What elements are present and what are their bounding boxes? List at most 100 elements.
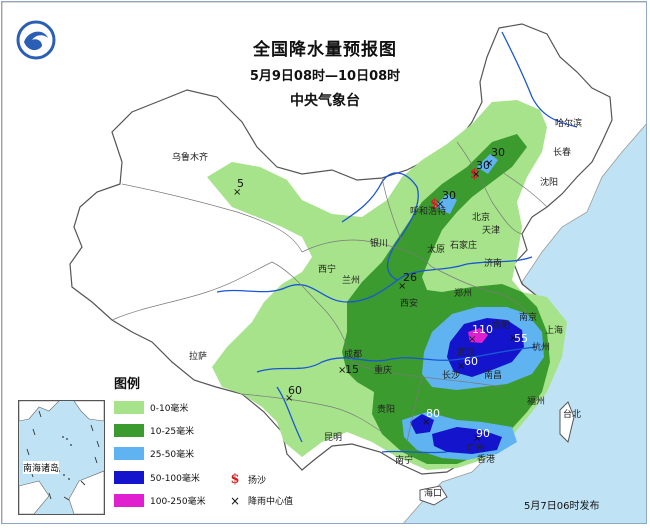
rain-center-cross-icon: × — [398, 281, 407, 292]
map-title: 全国降水量预报图 — [253, 40, 397, 60]
legend-symbol-sand: $ 扬沙 — [226, 472, 266, 487]
rain-center-value: 15 — [345, 363, 359, 376]
south-china-sea-inset: 南海诸岛 — [18, 400, 105, 515]
legend-label: 50-100毫米 — [150, 474, 200, 484]
city-label: 银川 — [370, 239, 389, 249]
taiwan-island — [559, 401, 575, 443]
rain-center-cross-icon: × — [338, 365, 347, 376]
rain-center-value: 55 — [514, 332, 528, 345]
city-label: 成都 — [344, 350, 363, 360]
rain-center-value: 60 — [288, 384, 302, 397]
city-label: 北京 — [472, 213, 491, 223]
rain-center-cross-icon: × — [233, 187, 242, 198]
rain-band-50-100-west — [410, 414, 434, 434]
city-label: 郑州 — [454, 289, 473, 299]
city-label: 海口 — [424, 489, 443, 499]
rain-center-value: 30 — [476, 159, 490, 172]
legend-symbol-center: × 降雨中心值 — [226, 493, 293, 508]
legend-item: 100-250毫米 — [114, 493, 206, 508]
legend-label: 0-10毫米 — [150, 404, 189, 414]
issue-time: 5月7日06时发布 — [524, 501, 600, 512]
legend-label: 100-250毫米 — [150, 497, 206, 507]
city-label: 长春 — [553, 148, 572, 158]
sand-marks: $ $ — [430, 167, 479, 212]
city-label: 西安 — [400, 299, 419, 309]
rain-center-cross-icon: × — [485, 158, 494, 169]
legend-swatch — [114, 401, 144, 414]
cma-logo-icon — [16, 20, 56, 60]
rain-center-value: 30 — [491, 146, 505, 159]
legend-symbol-label: 扬沙 — [248, 476, 267, 486]
city-label: 上海 — [545, 326, 564, 336]
rain-center-cross-icon: × — [285, 393, 294, 404]
inset-map — [18, 400, 105, 515]
rain-center-value: 110 — [472, 323, 493, 336]
rain-center-cross-icon: × — [457, 361, 466, 372]
city-label: 天津 — [482, 226, 501, 236]
rain-center-cross-icon: × — [422, 417, 431, 428]
rain-center-value: 26 — [403, 271, 417, 284]
cross-icon: × — [229, 493, 241, 508]
city-label: 长沙 — [442, 371, 461, 381]
legend-item: 0-10毫米 — [114, 400, 188, 415]
city-label: 呼和浩特 — [410, 207, 447, 217]
rain-center-value: 5 — [237, 177, 244, 190]
city-label: 广州 — [467, 444, 486, 454]
city-label: 福州 — [527, 397, 546, 407]
rain-center-cross-icon: × — [472, 169, 481, 180]
legend-label: 25-50毫米 — [150, 450, 195, 460]
city-label: 杭州 — [532, 343, 551, 353]
rain-band-50-100 — [447, 318, 524, 377]
svg-text:$: $ — [470, 167, 479, 182]
city-label: 乌鲁木齐 — [172, 153, 209, 163]
city-label: 贵阳 — [377, 405, 396, 415]
legend-symbol-label: 降雨中心值 — [248, 497, 294, 507]
city-label: 哈尔滨 — [555, 119, 583, 129]
legend-swatch — [114, 447, 144, 460]
rain-center-cross-icon: × — [509, 333, 518, 344]
city-label: 台北 — [563, 410, 582, 420]
city-label: 南宁 — [395, 456, 414, 466]
legend-swatch — [114, 424, 144, 437]
legend-item: 10-25毫米 — [114, 423, 194, 438]
agency-name: 中央气象台 — [290, 93, 360, 109]
rain-center-cross-icon: × — [436, 199, 445, 210]
city-label: 昆明 — [324, 433, 343, 443]
legend-label: 10-25毫米 — [150, 427, 195, 437]
city-label: 沈阳 — [540, 178, 559, 188]
city-label: 南京 — [519, 313, 538, 323]
rain-center-value: 90 — [476, 427, 490, 440]
city-label: 西宁 — [318, 265, 337, 275]
legend-item: 50-100毫米 — [114, 470, 200, 485]
rain-center-cross-icon: × — [473, 433, 482, 444]
city-label: 太原 — [427, 245, 446, 255]
city-label: 兰州 — [342, 276, 361, 286]
city-label: 济南 — [484, 259, 503, 269]
rain-center-value: 60 — [464, 355, 478, 368]
city-label: 武汉 — [457, 348, 476, 358]
legend-title: 图例 — [114, 377, 141, 392]
rain-band-25-50-north — [434, 154, 498, 214]
inset-label: 南海诸岛 — [23, 461, 60, 474]
legend-swatch — [114, 471, 144, 484]
rain-center-cross-icon: × — [468, 334, 477, 345]
province-borders — [111, 141, 548, 443]
sand-icon: $ — [230, 472, 240, 487]
forecast-period: 5月9日08时—10日08时 — [249, 69, 401, 84]
rain-center-value: 30 — [442, 189, 456, 202]
rain-band-50-100-south — [432, 427, 502, 454]
city-label: 重庆 — [374, 366, 393, 376]
city-label: 南昌 — [484, 371, 503, 381]
legend-swatch — [114, 494, 144, 507]
city-label: 香港 — [477, 455, 496, 465]
legend-item: 25-50毫米 — [114, 446, 194, 461]
hainan-island — [419, 485, 448, 506]
svg-text:$: $ — [430, 197, 439, 212]
city-label: 拉萨 — [189, 352, 208, 362]
city-label: 石家庄 — [450, 241, 478, 251]
city-label: 合肥 — [492, 321, 511, 331]
rain-band-100-250 — [468, 328, 488, 343]
rain-center-value: 80 — [426, 407, 440, 420]
